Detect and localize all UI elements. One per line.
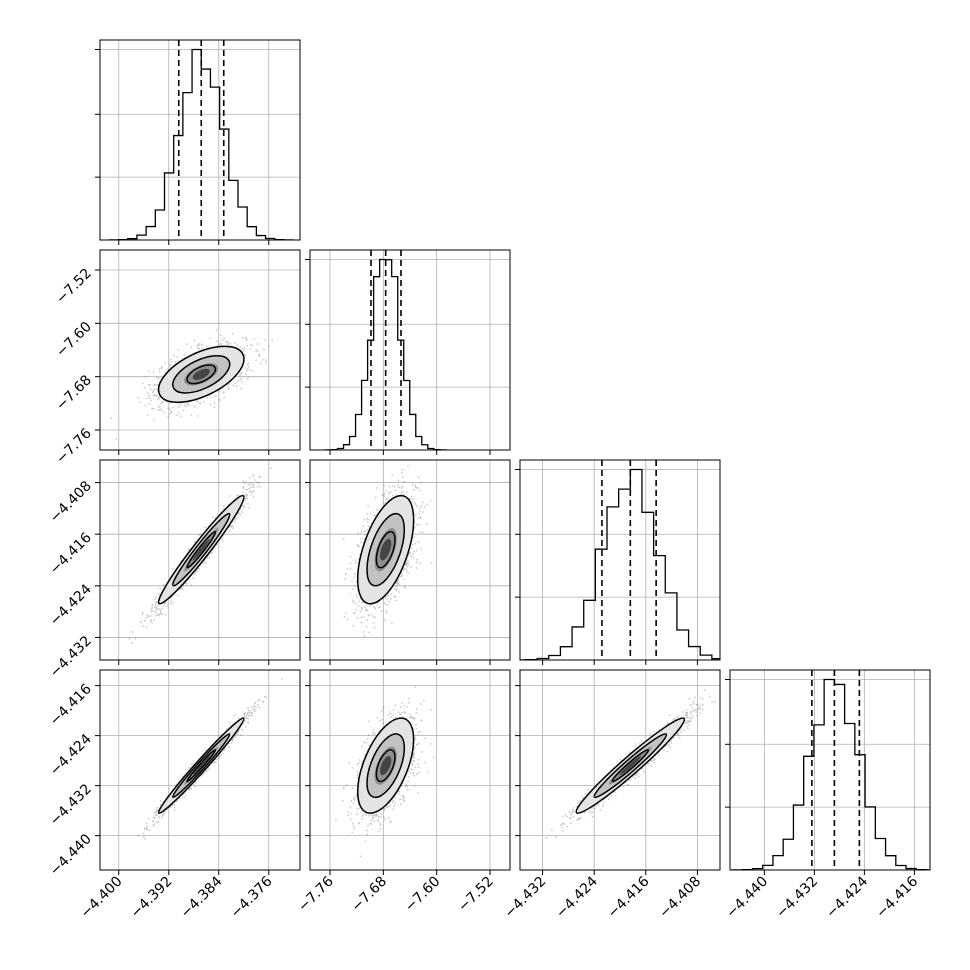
- contour: [575, 717, 686, 814]
- panel-3-1: −7.76 −7.68 −7.60 −7.52: [295, 669, 511, 916]
- x-tick-label: −4.392: [128, 874, 176, 922]
- x-tick-label: −4.416: [873, 873, 921, 921]
- y-tick-label: −4.424: [47, 581, 95, 629]
- density-fill: [619, 756, 642, 776]
- density-fill: [192, 368, 210, 380]
- panel-frame: [99, 669, 301, 871]
- panel-content: [520, 670, 720, 870]
- panel-content: [100, 670, 300, 870]
- y-tick-label: −7.52: [53, 266, 95, 308]
- y-tick-label: −7.60: [53, 319, 95, 361]
- panel-3-0: −4.440−4.432−4.424−4.416−4.400 −4.392 −4.3…: [47, 669, 301, 922]
- x-tick-label: −4.424: [553, 873, 601, 921]
- contour: [366, 512, 406, 587]
- contour: [593, 733, 668, 799]
- density-fill: [192, 756, 210, 776]
- panel-frame: [729, 669, 931, 871]
- x-tick-label: −7.76: [295, 873, 337, 915]
- panel-2-1: [305, 459, 511, 665]
- contour: [356, 717, 415, 814]
- x-tick-label: −7.60: [402, 874, 444, 916]
- y-tick-label: −7.76: [53, 425, 95, 467]
- density-fill: [192, 538, 210, 561]
- panel-content: [520, 460, 720, 660]
- contour: [375, 749, 396, 783]
- contour: [172, 354, 231, 394]
- contour: [186, 364, 217, 385]
- contour: [611, 749, 650, 783]
- contour: [366, 733, 406, 799]
- panel-1-1: [305, 249, 511, 455]
- contour: [186, 530, 217, 569]
- panel-2-2: [515, 459, 721, 665]
- panel-content: [310, 670, 510, 870]
- x-tick-label: −7.68: [349, 874, 391, 916]
- histogram-step: [108, 48, 294, 240]
- panel-content: [100, 250, 300, 450]
- panel-frame: [99, 249, 301, 451]
- y-tick-label: −4.440: [47, 831, 95, 879]
- panel-content: [310, 460, 510, 660]
- x-tick-label: −4.432: [773, 874, 821, 922]
- y-tick-label: −4.432: [47, 633, 95, 681]
- contour: [375, 530, 396, 569]
- panel-0-0: [95, 39, 301, 245]
- panel-content: [730, 670, 930, 870]
- y-tick-label: −4.416: [47, 681, 95, 729]
- panel-3-3: −4.440 −4.432 −4.424 −4.416: [723, 669, 931, 922]
- y-tick-label: −4.408: [47, 478, 95, 526]
- panel-content: [100, 460, 300, 660]
- histogram-step: [520, 468, 720, 660]
- x-tick-label: −4.424: [823, 873, 871, 921]
- panel-2-0: −4.432−4.424−4.416−4.408: [47, 459, 301, 681]
- panel-1-0: −7.76 −7.68 −7.60 −7.52: [53, 249, 301, 467]
- contour: [186, 749, 217, 783]
- x-tick-label: −4.440: [723, 874, 771, 922]
- panel-content: [310, 250, 510, 450]
- contour: [157, 494, 245, 605]
- panel-frame: [309, 249, 511, 451]
- density-fill: [380, 538, 392, 561]
- x-tick-label: −4.384: [178, 873, 226, 921]
- panel-content: [100, 40, 300, 240]
- panel-frame: [99, 39, 301, 241]
- contour: [356, 494, 415, 605]
- x-tick-label: −4.376: [228, 873, 276, 921]
- x-tick-label: −4.416: [605, 873, 653, 921]
- panel-frame: [99, 459, 301, 661]
- contour: [157, 717, 245, 814]
- contour: [172, 512, 231, 587]
- x-tick-label: −4.400: [78, 874, 126, 922]
- contour: [157, 345, 245, 404]
- panel-frame: [519, 459, 721, 661]
- x-tick-label: −7.52: [455, 874, 497, 916]
- panel-frame: [519, 669, 721, 871]
- contour: [172, 733, 231, 799]
- histogram-step: [324, 258, 447, 450]
- panel-3-2: −4.432 −4.424 −4.416 −4.408: [501, 669, 721, 922]
- y-tick-label: −4.416: [47, 530, 95, 578]
- x-tick-label: −4.408: [656, 874, 704, 922]
- x-tick-label: −4.432: [501, 874, 549, 922]
- panel-frame: [309, 459, 511, 661]
- panel-frame: [309, 669, 511, 871]
- y-tick-label: −7.68: [53, 372, 95, 414]
- y-tick-label: −4.432: [47, 781, 95, 829]
- density-fill: [380, 756, 392, 776]
- y-tick-label: −4.424: [47, 731, 95, 779]
